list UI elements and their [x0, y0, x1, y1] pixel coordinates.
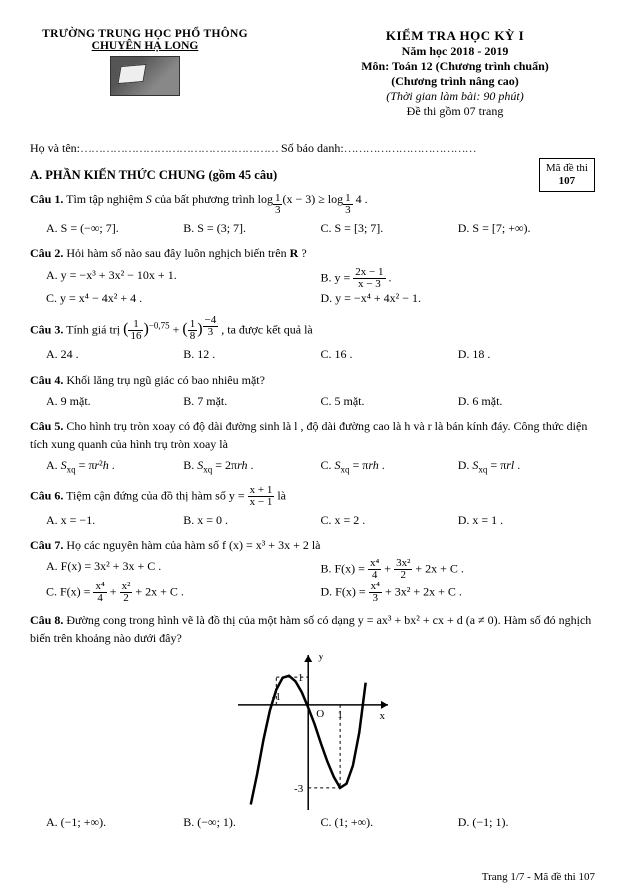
q8-opt-b: B. (−∞; 1). — [183, 814, 320, 831]
header-left: TRƯỜNG TRUNG HỌC PHỔ THÔNG CHUYÊN HẠ LON… — [30, 28, 260, 119]
question-6: Câu 6. Tiệm cận đứng của đồ thị hàm số y… — [30, 485, 595, 529]
svg-text:y: y — [318, 655, 324, 662]
section-a-title: A. PHẦN KIẾN THỨC CHUNG (gồm 45 câu) — [30, 168, 595, 183]
exam-code-box: Mã đề thi 107 — [539, 158, 595, 192]
name-dots — [80, 141, 278, 155]
q6-opt-c: C. x = 2 . — [321, 512, 458, 529]
q1-t1: Tìm tập nghiệm — [63, 192, 145, 206]
exam-year: Năm học 2018 - 2019 — [315, 44, 595, 59]
q5-opt-c: C. Sxq = πrh . — [321, 457, 458, 476]
question-2: Câu 2. Hỏi hàm số nào sau đây luôn nghịc… — [30, 245, 595, 307]
q1-opt-b: B. S = (3; 7]. — [183, 220, 320, 237]
sbd-label: Số báo danh: — [281, 141, 344, 155]
q7-opt-b: B. F(x) = x⁴4 + 3x²2 + 2x + C . — [321, 558, 596, 581]
name-line: Họ và tên: Số báo danh: — [30, 141, 595, 156]
q8-opt-a: A. (−1; +∞). — [46, 814, 183, 831]
q3-t1: Tính giá trị — [63, 323, 123, 337]
exam-code-value: 107 — [546, 175, 588, 188]
header: TRƯỜNG TRUNG HỌC PHỔ THÔNG CHUYÊN HẠ LON… — [30, 28, 595, 119]
q1-opt-d: D. S = [7; +∞). — [458, 220, 595, 237]
q8-opt-d: D. (−1; 1). — [458, 814, 595, 831]
q1-num: Câu 1. — [30, 192, 63, 206]
q4-opt-d: D. 6 mặt. — [458, 393, 595, 410]
q6-t1: Tiệm cận đứng của đồ thị hàm số y = — [63, 488, 247, 502]
q7-opt-c: C. F(x) = x⁴4 + x²2 + 2x + C . — [46, 581, 321, 604]
q4-t: Khối lăng trụ ngũ giác có bao nhiêu mặt? — [63, 373, 265, 387]
q3-num: Câu 3. — [30, 323, 63, 337]
q3-opt-b: B. 12 . — [183, 346, 320, 363]
school-logo — [110, 56, 180, 96]
q5-opt-d: D. Sxq = πrl . — [458, 457, 595, 476]
q1-opt-c: C. S = [3; 7]. — [321, 220, 458, 237]
q6-opt-b: B. x = 0 . — [183, 512, 320, 529]
q2-opt-a: A. y = −x³ + 3x² − 10x + 1. — [46, 267, 321, 290]
q2-t2: ? — [298, 246, 306, 260]
q5-num: Câu 5. — [30, 419, 63, 433]
q4-opt-b: B. 7 mặt. — [183, 393, 320, 410]
school-line2: CHUYÊN HẠ LONG — [30, 40, 260, 52]
q2-opt-d: D. y = −x⁴ + 4x² − 1. — [321, 290, 596, 307]
name-label: Họ và tên: — [30, 141, 80, 155]
q3-opt-d: D. 18 . — [458, 346, 595, 363]
question-1: Câu 1. Tìm tập nghiệm S của bất phương t… — [30, 191, 595, 237]
exam-subject: Môn: Toán 12 (Chương trình chuẩn) — [315, 59, 595, 74]
q8-opt-c: C. (1; +∞). — [321, 814, 458, 831]
page-footer: Trang 1/7 - Mã đề thi 107 — [482, 871, 595, 883]
svg-text:1: 1 — [297, 672, 303, 684]
q6-num: Câu 6. — [30, 488, 63, 502]
cubic-graph: Ox y -1 1 1 -3 — [238, 655, 388, 810]
exam-time: (Thời gian làm bài: 90 phút) — [315, 89, 595, 104]
q7-opt-a: A. F(x) = 3x² + 3x + C . — [46, 558, 321, 581]
exam-pages: Đề thi gồm 07 trang — [315, 104, 595, 119]
q2-opt-b: B. y = 2x − 1x − 3 . — [321, 267, 596, 290]
q2-num: Câu 2. — [30, 246, 63, 260]
exam-code-label: Mã đề thi — [546, 162, 588, 175]
q2-opt-c: C. y = x⁴ − 4x² + 4 . — [46, 290, 321, 307]
exam-title: KIỂM TRA HỌC KỲ I — [315, 28, 595, 44]
q6-opt-d: D. x = 1 . — [458, 512, 595, 529]
svg-text:-3: -3 — [294, 783, 304, 795]
q1-t4: 4 . — [353, 192, 368, 206]
q5-opt-a: A. Sxq = πr²h . — [46, 457, 183, 476]
q5-t: Cho hình trụ tròn xoay có độ dài đường s… — [30, 419, 587, 450]
q7-num: Câu 7. — [30, 538, 63, 552]
question-4: Câu 4. Khối lăng trụ ngũ giác có bao nhi… — [30, 372, 595, 411]
question-7: Câu 7. Họ các nguyên hàm của hàm số f (x… — [30, 537, 595, 604]
q1-t2: của bất phương trình log — [152, 192, 273, 206]
svg-text:1: 1 — [337, 709, 343, 721]
school-line1: TRƯỜNG TRUNG HỌC PHỔ THÔNG — [30, 28, 260, 40]
question-3: Câu 3. Tính giá trị (116)−0,75 + (18)−43… — [30, 315, 595, 364]
q1-t3: (x − 3) ≥ log — [282, 192, 343, 206]
q4-num: Câu 4. — [30, 373, 63, 387]
q8-num: Câu 8. — [30, 613, 63, 627]
q7-opt-d: D. F(x) = x⁴3 + 3x² + 2x + C . — [321, 581, 596, 604]
q4-opt-a: A. 9 mặt. — [46, 393, 183, 410]
header-right: KIỂM TRA HỌC KỲ I Năm học 2018 - 2019 Mô… — [315, 28, 595, 119]
q3-t2: , ta được kết quả là — [221, 323, 312, 337]
svg-text:-1: -1 — [271, 691, 280, 703]
q8-t: Đường cong trong hình vẽ là đồ thị của m… — [30, 613, 591, 644]
q4-opt-c: C. 5 mặt. — [321, 393, 458, 410]
sbd-dots — [344, 141, 476, 155]
q3-opt-a: A. 24 . — [46, 346, 183, 363]
q6-opt-a: A. x = −1. — [46, 512, 183, 529]
question-5: Câu 5. Cho hình trụ tròn xoay có độ dài … — [30, 418, 595, 476]
q1-opt-a: A. S = (−∞; 7]. — [46, 220, 183, 237]
svg-text:O: O — [316, 708, 324, 720]
question-8: Câu 8. Đường cong trong hình vẽ là đồ th… — [30, 612, 595, 831]
svg-text:x: x — [379, 710, 385, 722]
q7-t: Họ các nguyên hàm của hàm số f (x) = x³ … — [63, 538, 320, 552]
q5-opt-b: B. Sxq = 2πrh . — [183, 457, 320, 476]
q6-t2: là — [274, 488, 286, 502]
exam-program: (Chương trình nâng cao) — [315, 74, 595, 89]
q2-t1: Hỏi hàm số nào sau đây luôn nghịch biến … — [63, 246, 289, 260]
q3-opt-c: C. 16 . — [321, 346, 458, 363]
